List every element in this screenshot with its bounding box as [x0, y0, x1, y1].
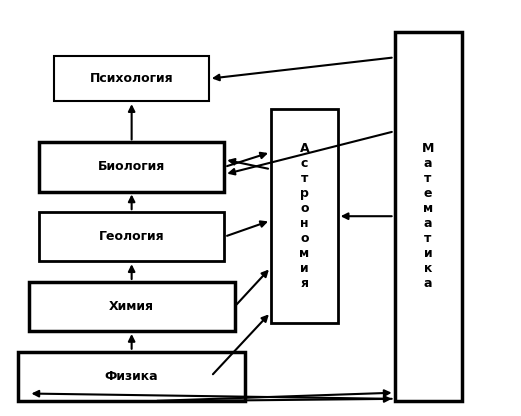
Text: Физика: Физика: [105, 370, 158, 383]
Bar: [39, 142, 225, 192]
Text: Психология: Психология: [90, 72, 173, 85]
Bar: [18, 352, 245, 401]
Text: М
а
т
е
м
а
т
и
к
а: М а т е м а т и к а: [422, 142, 434, 290]
Bar: [54, 56, 209, 101]
Bar: [271, 109, 338, 323]
Bar: [29, 282, 235, 331]
Bar: [394, 32, 462, 401]
Bar: [39, 212, 225, 261]
Text: А
с
т
р
о
н
о
м
и
я: А с т р о н о м и я: [299, 142, 309, 290]
Text: Химия: Химия: [109, 300, 154, 313]
Text: Биология: Биология: [98, 161, 165, 173]
Text: Геология: Геология: [99, 230, 165, 243]
